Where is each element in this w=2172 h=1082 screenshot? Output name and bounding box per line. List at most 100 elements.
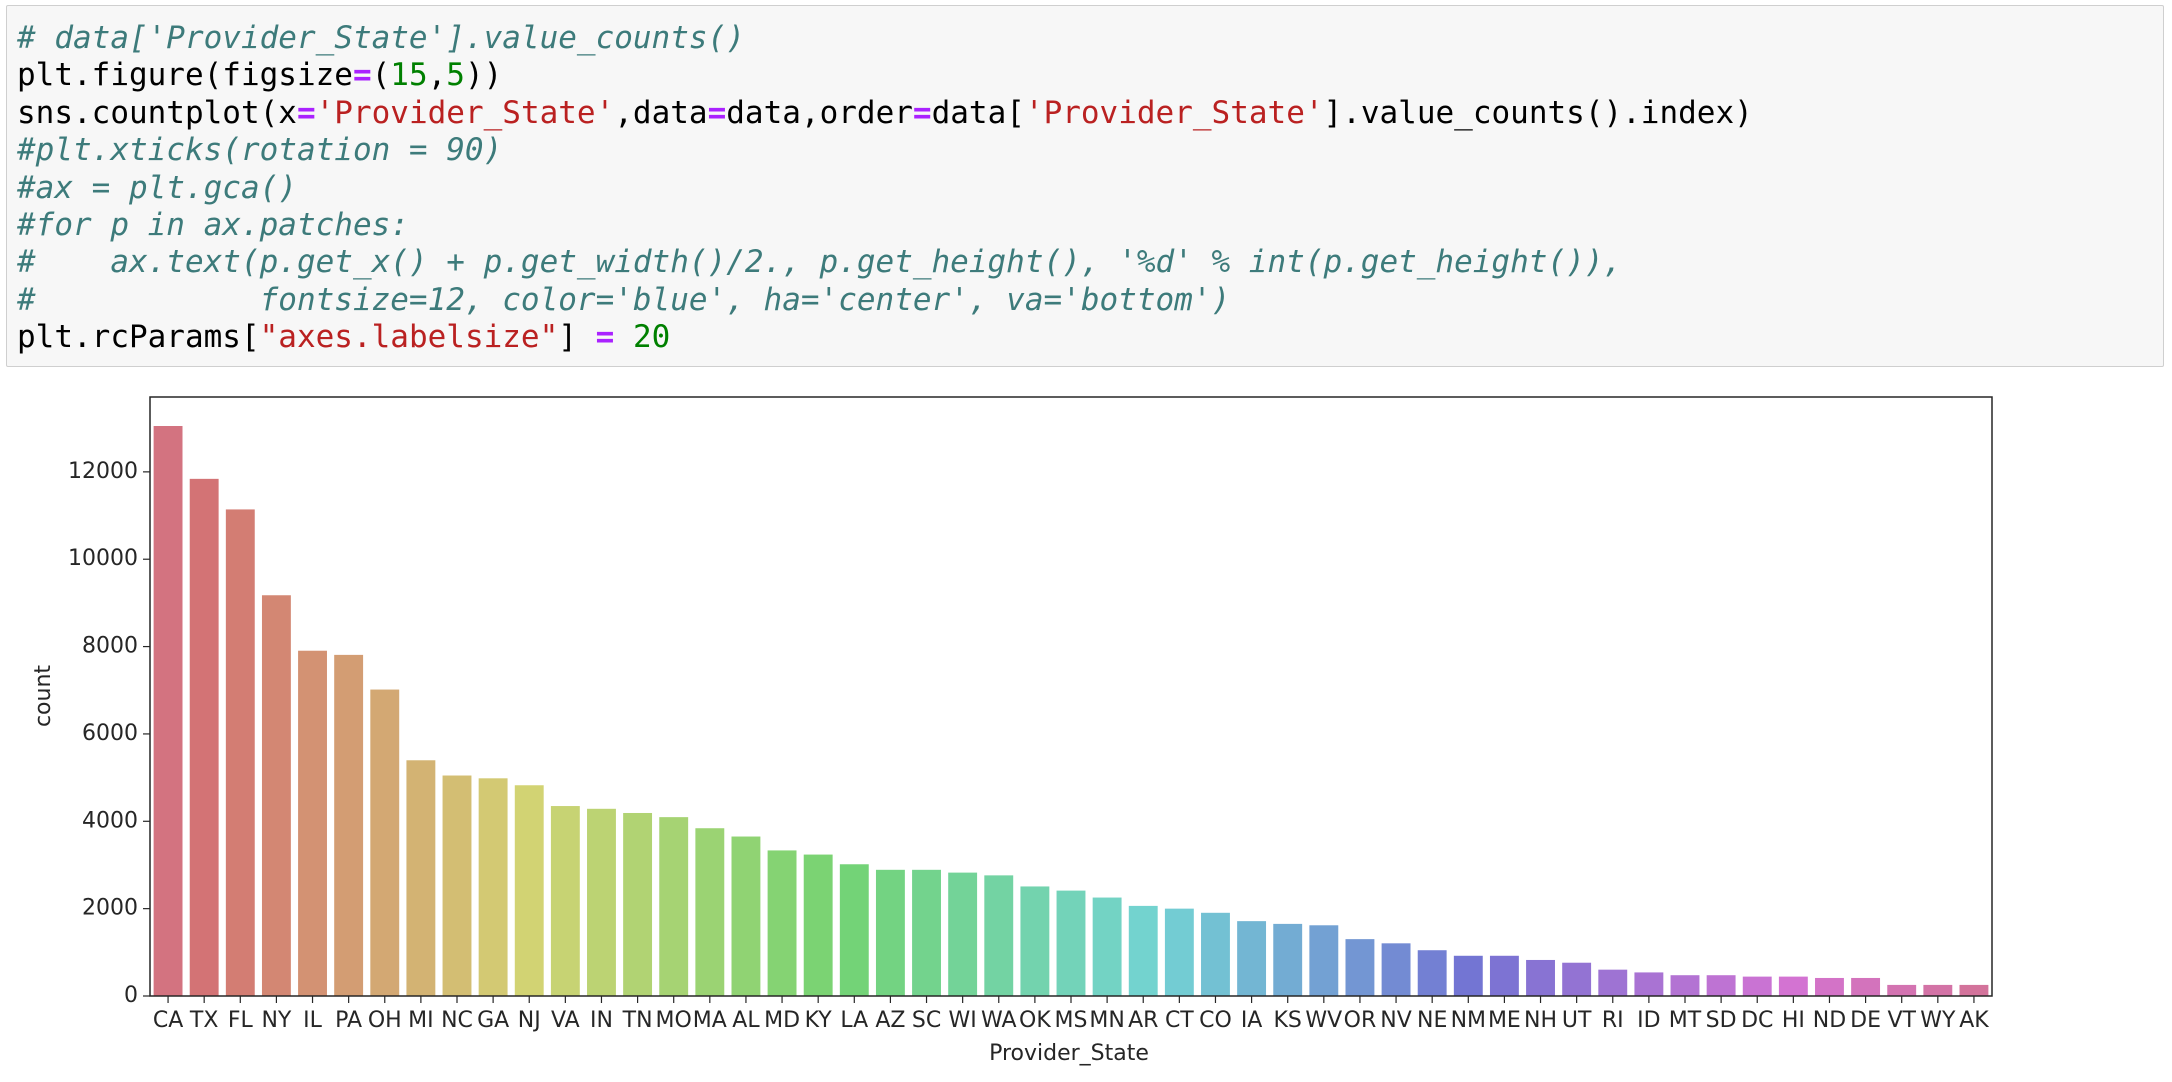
bar	[1670, 975, 1700, 996]
code-line: plt.figure(figsize=(15,5))	[17, 57, 2153, 94]
x-tick-label: DC	[1741, 1008, 1773, 1033]
code-line: plt.rcParams["axes.labelsize"] = 20	[17, 319, 2153, 356]
bar	[731, 836, 761, 996]
x-tick-label: NE	[1417, 1008, 1447, 1033]
bar	[1887, 984, 1917, 996]
x-tick-label: RI	[1602, 1008, 1624, 1033]
bar	[1526, 959, 1555, 996]
bar	[1309, 925, 1339, 996]
x-tick-label: OH	[368, 1008, 402, 1033]
bar	[1020, 886, 1050, 996]
bar	[587, 808, 616, 996]
y-tick-label: 6000	[82, 721, 138, 746]
x-tick-label: MN	[1089, 1008, 1124, 1033]
x-tick-label: IL	[303, 1008, 322, 1033]
code-token: =	[352, 57, 372, 94]
code-token: ]	[558, 319, 596, 356]
x-tick-label: UT	[1562, 1008, 1592, 1033]
code-token: =	[595, 319, 615, 356]
x-tick-label: TN	[622, 1008, 653, 1033]
bar	[1345, 939, 1375, 996]
code-token: 15	[390, 57, 428, 94]
code-token: #plt.xticks(rotation = 90)	[17, 132, 503, 169]
bar	[1453, 955, 1483, 996]
code-token: ].value_counts().index)	[1323, 94, 1753, 131]
bar	[189, 478, 219, 997]
x-tick-label: AL	[732, 1008, 760, 1033]
x-tick-label: WA	[981, 1008, 1017, 1033]
x-tick-label: FL	[228, 1008, 254, 1033]
bar	[334, 654, 364, 996]
bar	[623, 812, 653, 996]
bar	[1634, 972, 1664, 996]
x-tick-label: MI	[408, 1008, 433, 1033]
code-token: (	[371, 57, 391, 94]
x-tick-label: LA	[840, 1008, 868, 1033]
y-tick-label: 4000	[82, 808, 138, 833]
code-token: sns.countplot(x	[17, 94, 297, 131]
bar	[442, 775, 472, 996]
bar	[406, 760, 436, 996]
x-tick-label: CO	[1199, 1008, 1232, 1033]
code-token: ,	[427, 57, 447, 94]
bar	[370, 689, 400, 996]
x-tick-label: KS	[1274, 1008, 1302, 1033]
code-token: plt.figure(figsize	[17, 57, 353, 94]
y-tick-label: 0	[124, 983, 138, 1008]
bar	[1056, 890, 1086, 996]
bar	[261, 595, 291, 996]
code-token: #ax = plt.gca()	[17, 169, 297, 206]
x-tick-label: NY	[261, 1008, 291, 1033]
bar	[1489, 955, 1519, 996]
code-token: "axes.labelsize"	[259, 319, 559, 356]
bar	[875, 869, 905, 996]
code-token: # ax.text(p.get_x() + p.get_width()/2., …	[17, 244, 1623, 281]
x-tick-label: WV	[1305, 1008, 1342, 1033]
bar	[803, 854, 833, 996]
x-tick-label: MT	[1669, 1008, 1702, 1033]
bar	[1273, 923, 1303, 996]
bar	[1598, 969, 1628, 996]
bar	[550, 806, 580, 996]
code-token: data,order	[726, 94, 913, 131]
x-tick-label: WI	[949, 1008, 977, 1033]
code-token: 20	[632, 319, 671, 356]
plot-frame	[149, 396, 1993, 997]
code-token: # data['Provider_State'].value_counts()	[17, 20, 745, 56]
x-tick-label: TX	[189, 1008, 219, 1033]
code-token: 5	[446, 57, 465, 94]
x-tick-label: VT	[1887, 1008, 1916, 1033]
x-tick-label: IA	[1241, 1008, 1263, 1033]
x-tick-label: KY	[805, 1008, 833, 1033]
bar	[514, 785, 544, 996]
x-tick-label: HI	[1782, 1008, 1805, 1033]
bar	[1092, 897, 1122, 996]
bar	[767, 850, 797, 996]
x-tick-label: OK	[1019, 1008, 1051, 1033]
bar	[1959, 984, 1989, 996]
bar	[1742, 976, 1772, 996]
y-tick-label: 10000	[68, 546, 138, 571]
code-token: data[	[931, 94, 1025, 131]
y-tick-label: 12000	[68, 459, 138, 484]
code-token: plt.rcParams[	[17, 319, 260, 356]
bar	[695, 828, 725, 996]
x-tick-label: OR	[1344, 1008, 1377, 1033]
x-tick-label: DE	[1850, 1008, 1881, 1033]
bar	[948, 872, 978, 996]
bar	[984, 875, 1014, 996]
x-tick-label: MD	[764, 1008, 800, 1033]
code-line: #for p in ax.patches:	[17, 207, 2153, 244]
code-line: #plt.xticks(rotation = 90)	[17, 132, 2153, 169]
code-token: 'Provider_State'	[1024, 94, 1324, 131]
x-tick-label: NH	[1524, 1008, 1557, 1033]
bar	[1851, 977, 1881, 996]
y-tick-label: 2000	[82, 896, 138, 921]
x-tick-label: AZ	[875, 1008, 905, 1033]
bar	[1815, 977, 1844, 996]
x-tick-label: NC	[441, 1008, 473, 1033]
y-axis-label: count	[31, 665, 56, 727]
code-cell: # data['Provider_State'].value_counts() p…	[6, 5, 2164, 367]
bar	[1164, 908, 1194, 996]
